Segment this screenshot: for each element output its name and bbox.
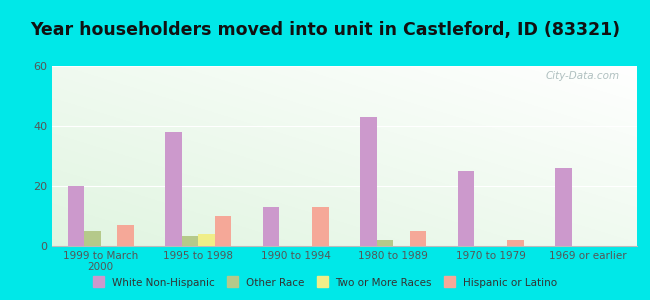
Bar <box>507 240 524 246</box>
Bar <box>214 216 231 246</box>
Bar <box>360 117 377 246</box>
Bar <box>312 207 329 246</box>
Bar <box>458 171 474 246</box>
Bar <box>263 207 280 246</box>
Bar <box>410 231 426 246</box>
Bar <box>198 234 214 246</box>
Text: Year householders moved into unit in Castleford, ID (83321): Year householders moved into unit in Cas… <box>30 21 620 39</box>
Bar <box>117 225 134 246</box>
Bar <box>165 132 182 246</box>
Text: City-Data.com: City-Data.com <box>545 71 619 81</box>
Bar <box>84 231 101 246</box>
Bar <box>555 168 572 246</box>
Bar <box>377 240 393 246</box>
Legend: White Non-Hispanic, Other Race, Two or More Races, Hispanic or Latino: White Non-Hispanic, Other Race, Two or M… <box>88 273 562 292</box>
Bar <box>68 186 84 246</box>
Bar <box>182 236 198 246</box>
